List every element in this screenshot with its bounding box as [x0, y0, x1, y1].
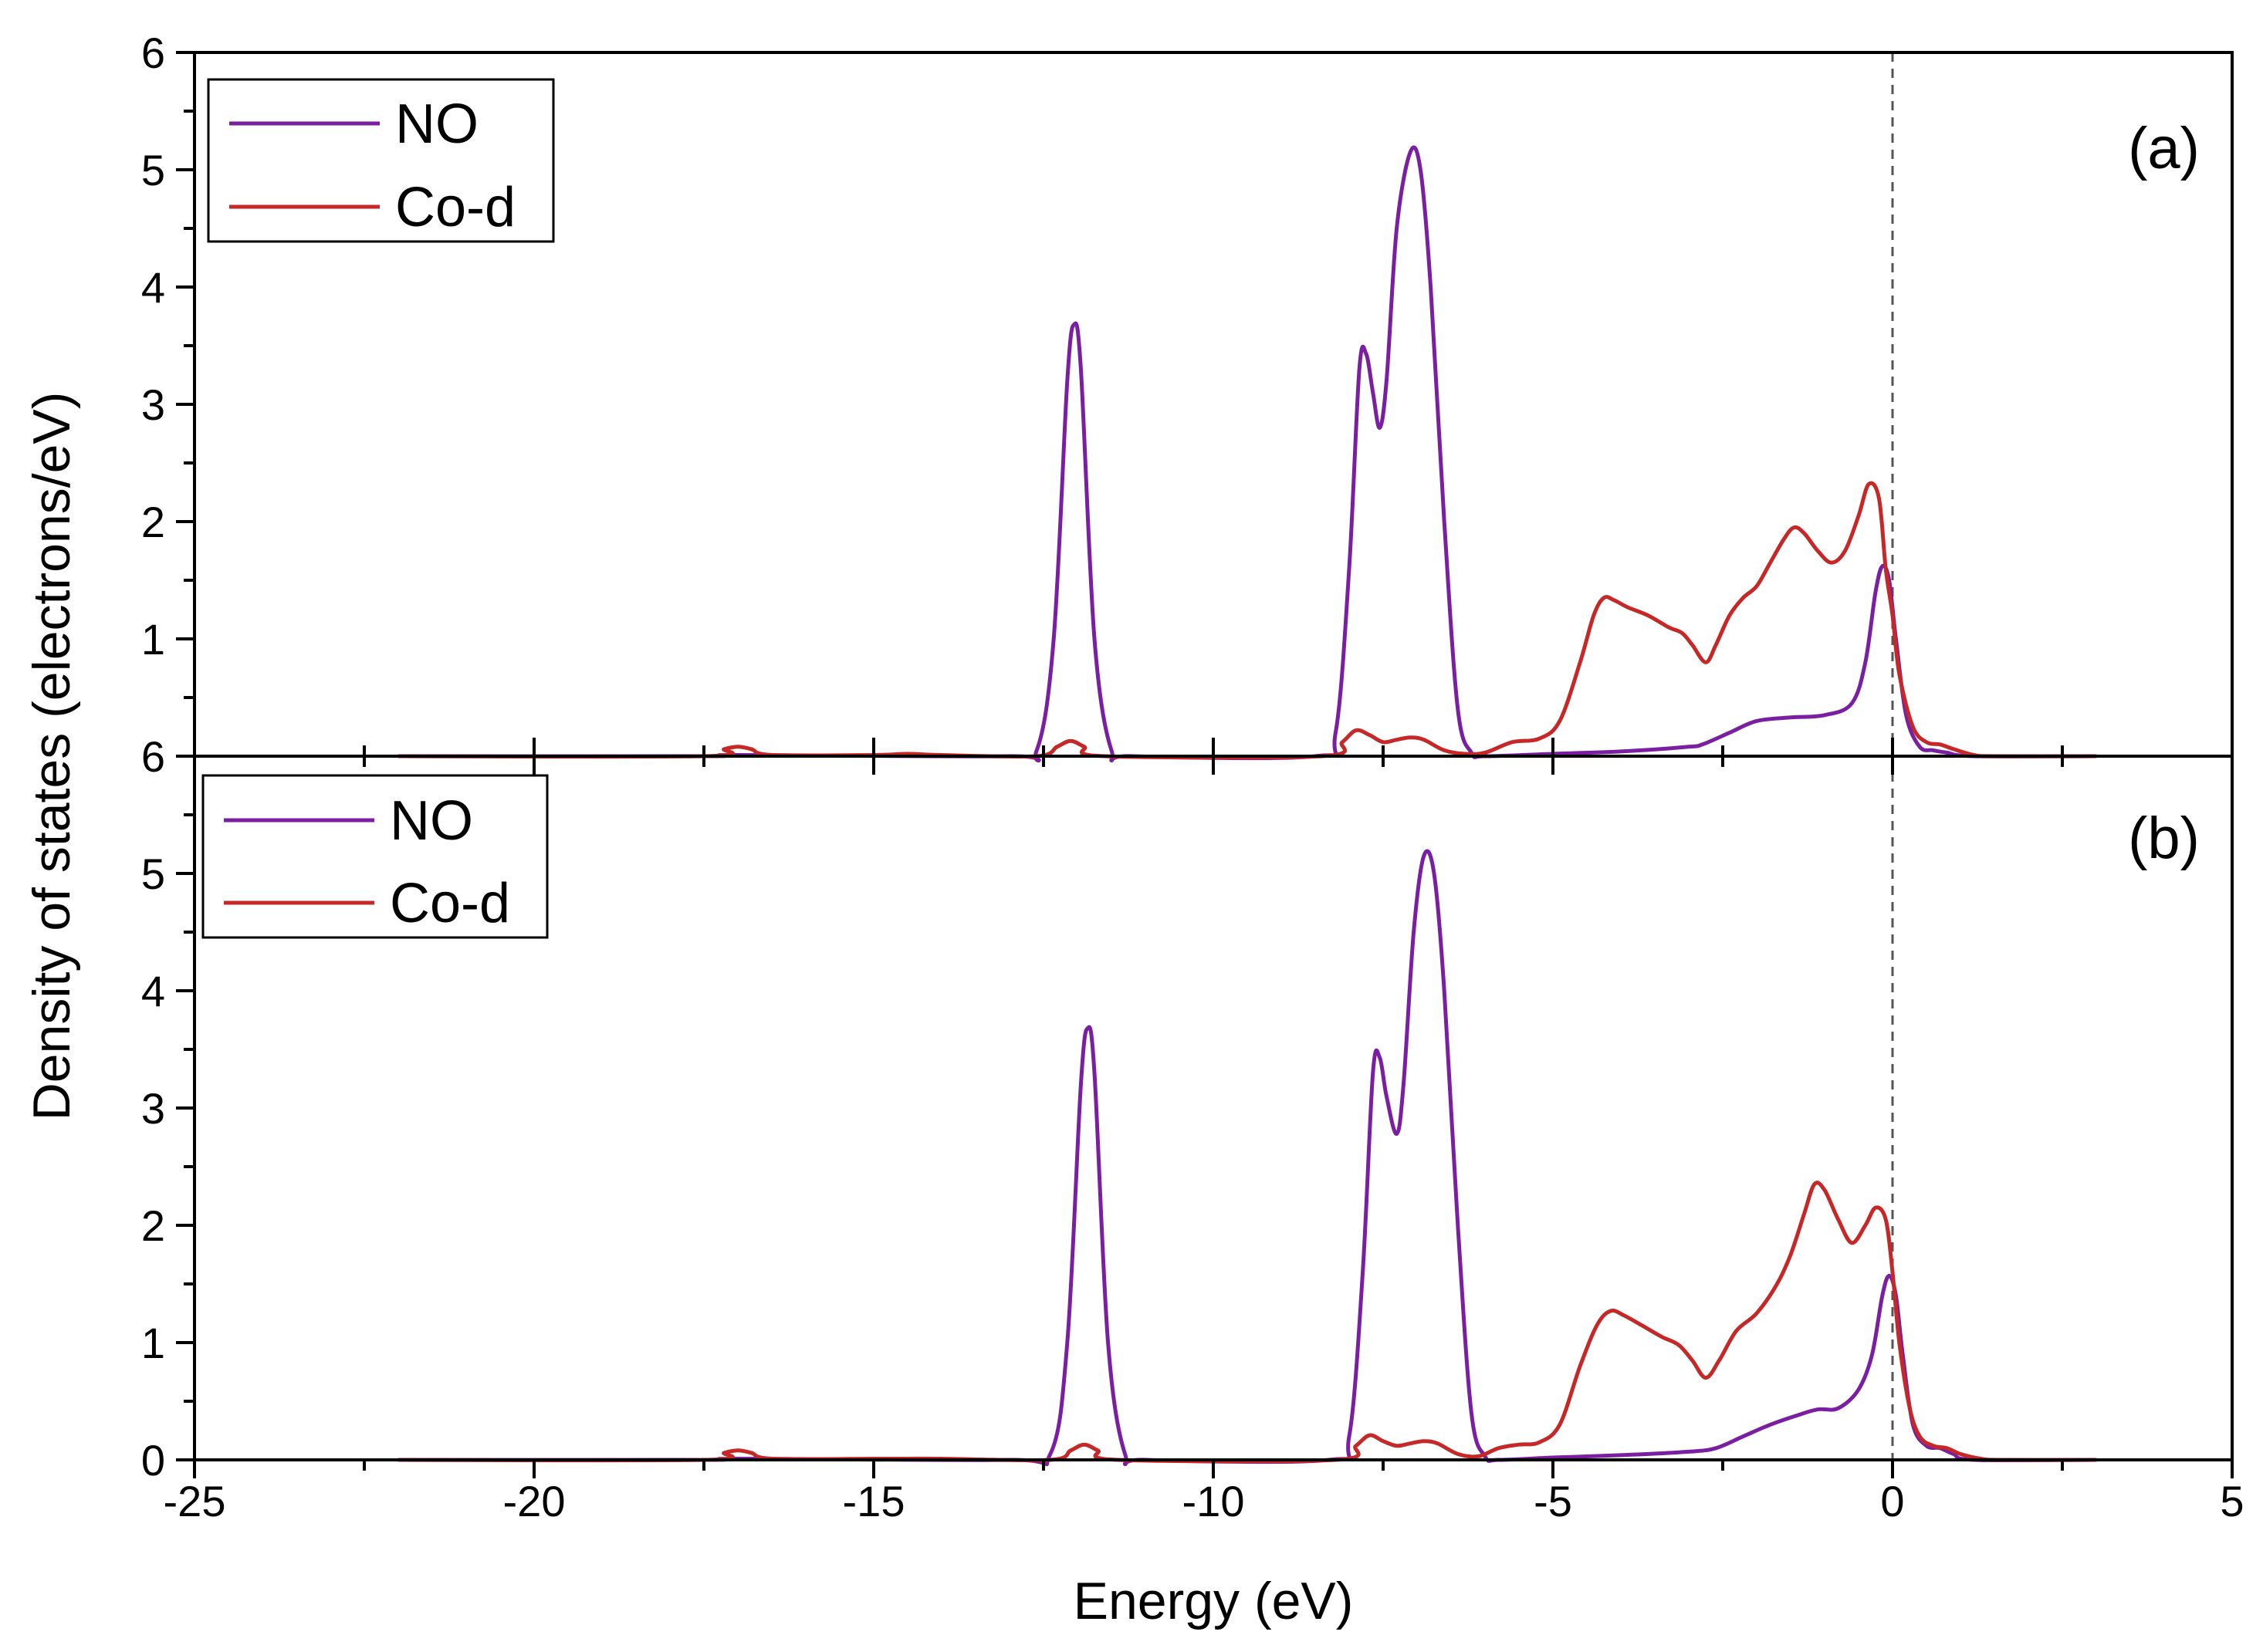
- x-tick-label: 0: [1880, 1477, 1904, 1525]
- y-axis-title: Density of states (electrons/eV): [22, 392, 81, 1121]
- panel-a-y-tick-label: 4: [141, 263, 165, 312]
- panel-a-y-tick-label: 2: [141, 498, 165, 546]
- panel-a-y-tick-label: 6: [141, 29, 165, 77]
- x-tick-label: -15: [843, 1477, 905, 1525]
- panel-b-legend-label-cod: Co-d: [390, 873, 510, 934]
- x-tick-label: -5: [1534, 1477, 1572, 1525]
- panel-a-legend-box: [207, 78, 555, 243]
- panel-b-series-no: [397, 849, 2097, 1467]
- panel-a-y-tick-label: 5: [141, 146, 165, 194]
- panel-a-series-no: [397, 145, 2097, 763]
- panel-a-y-tick-label: 1: [141, 615, 165, 664]
- panel-b-y-tick-label: 2: [141, 1201, 165, 1250]
- panel-a-legend-label-cod: Co-d: [395, 177, 516, 238]
- panel-b-y-tick-label: 3: [141, 1084, 165, 1133]
- panel-a-y-tick-label: 3: [141, 380, 165, 429]
- panel-a-label: (a): [2128, 116, 2200, 181]
- panel-b: 0 1 2 3 4 5 NO Co-d (b): [141, 755, 2234, 1485]
- panel-b-y-tick-label: 0: [141, 1436, 165, 1485]
- panel-a-y-tick-label: 6: [141, 732, 165, 781]
- panel-b-legend-box: [201, 774, 549, 939]
- x-tick-label: -25: [164, 1477, 226, 1525]
- x-axis-title: Energy (eV): [1074, 1572, 1354, 1630]
- panel-b-y-tick-label: 4: [141, 967, 165, 1015]
- panel-a-y-axis: 6 1 2 3 4 5 6: [141, 29, 195, 781]
- panel-b-y-axis: 0 1 2 3 4 5: [141, 755, 195, 1485]
- panel-b-legend: NO Co-d: [201, 774, 549, 939]
- panel-a-legend: NO Co-d: [207, 78, 555, 243]
- panel-b-label: (b): [2128, 806, 2200, 871]
- panel-b-y-tick-label: 5: [141, 850, 165, 898]
- panel-b-legend-label-no: NO: [390, 790, 473, 852]
- x-axis: -25 -20 -15 -10 -5 0 5: [164, 738, 2244, 1525]
- x-tick-label: 5: [2220, 1477, 2244, 1525]
- panel-b-y-tick-label: 1: [141, 1319, 165, 1367]
- panel-a-legend-label-no: NO: [395, 93, 479, 155]
- x-tick-label: -10: [1182, 1477, 1245, 1525]
- x-tick-label: -20: [503, 1477, 566, 1525]
